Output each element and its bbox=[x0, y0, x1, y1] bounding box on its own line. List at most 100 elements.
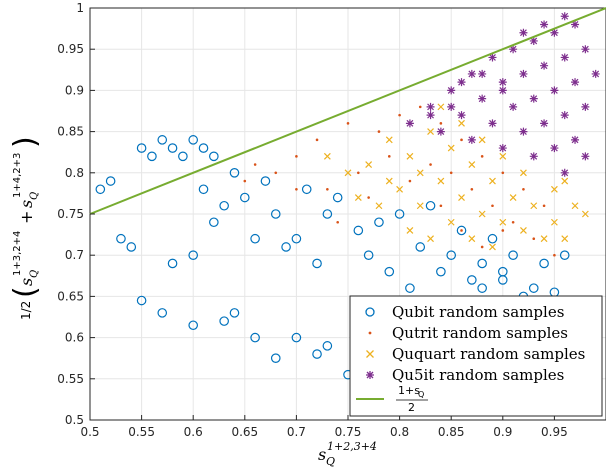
legend-qu5it-label: Qu5it random samples bbox=[392, 366, 564, 384]
legend-qubit-marker bbox=[365, 307, 375, 317]
y-axis-label-close-paren: ) bbox=[8, 136, 43, 148]
qutrit-point bbox=[511, 220, 515, 224]
qubit-point bbox=[353, 225, 364, 236]
x-tick-label: 0.7 bbox=[287, 425, 306, 439]
qubit-point bbox=[446, 250, 456, 260]
qubit-point bbox=[394, 209, 405, 219]
y-tick-label: 1 bbox=[76, 1, 84, 15]
ququart-point bbox=[447, 218, 455, 226]
y-axis-label-open-paren: ( bbox=[8, 286, 43, 298]
qu5it-point bbox=[488, 119, 497, 128]
qu5it-point bbox=[550, 86, 559, 95]
legend-item-qubit: Qubit random samples bbox=[365, 303, 564, 321]
x-tick-label: 0.75 bbox=[335, 425, 362, 439]
ququart-point bbox=[375, 202, 383, 210]
ququart-point bbox=[468, 235, 476, 243]
ququart-point bbox=[437, 103, 445, 111]
qu5it-point bbox=[581, 45, 590, 54]
qutrit-point bbox=[522, 187, 525, 191]
qubit-point bbox=[384, 266, 395, 277]
qubit-point bbox=[270, 353, 281, 363]
qu5it-point bbox=[550, 28, 559, 37]
qu5it-point bbox=[560, 168, 569, 177]
x-tick-label: 0.9 bbox=[493, 425, 512, 439]
qu5it-point bbox=[436, 127, 445, 136]
ququart-point bbox=[437, 177, 445, 185]
series-1 bbox=[243, 105, 556, 257]
ququart-point bbox=[323, 152, 331, 160]
qu5it-point bbox=[478, 94, 487, 103]
qu5it-point bbox=[467, 69, 476, 78]
qutrit-point bbox=[532, 237, 536, 241]
qu5it-point bbox=[498, 78, 507, 87]
qu5it-point bbox=[447, 86, 456, 95]
ququart-point bbox=[550, 218, 558, 226]
y-tick-label: 0.55 bbox=[57, 372, 84, 386]
qubit-point bbox=[270, 209, 281, 219]
qubit-point bbox=[508, 250, 518, 260]
legend-line-denominator: 2 bbox=[408, 401, 415, 414]
ququart-point bbox=[416, 202, 424, 210]
qutrit-point bbox=[480, 245, 484, 249]
ququart-point bbox=[540, 235, 548, 243]
qu5it-point bbox=[581, 102, 590, 111]
y-tick-label: 0.7 bbox=[65, 248, 84, 262]
qutrit-point bbox=[480, 155, 484, 158]
qubit-point bbox=[188, 320, 198, 331]
qutrit-point bbox=[398, 113, 401, 117]
ququart-point bbox=[406, 227, 414, 234]
qubit-point bbox=[95, 184, 106, 195]
legend-item-qutrit: Qutrit random samples bbox=[368, 324, 568, 342]
qu5it-point bbox=[560, 12, 569, 21]
qu5it-point bbox=[405, 119, 414, 128]
qutrit-point bbox=[501, 229, 505, 232]
ququart-point bbox=[406, 152, 414, 160]
legend-qutrit-marker bbox=[368, 331, 372, 335]
y-axis-label-plus: + bbox=[17, 211, 36, 224]
legend-qutrit-label: Qutrit random samples bbox=[392, 324, 568, 342]
qubit-point bbox=[260, 176, 271, 186]
ququart-point bbox=[416, 169, 424, 177]
y-axis-label-term2-base: s bbox=[17, 200, 36, 208]
qu5it-point bbox=[529, 94, 538, 103]
qu5it-point bbox=[426, 111, 435, 120]
qubit-point bbox=[250, 332, 260, 343]
ququart-point bbox=[509, 194, 517, 201]
y-axis-label-fraction: 1/2 bbox=[19, 301, 33, 320]
qutrit-point bbox=[346, 122, 350, 125]
ququart-point bbox=[344, 169, 352, 177]
qutrit-point bbox=[470, 187, 474, 191]
qu5it-point bbox=[560, 111, 569, 120]
qubit-point bbox=[240, 192, 250, 203]
qubit-point bbox=[126, 242, 137, 252]
axis-ticks: 0.5 0.55 0.6 0.65 0.7 0.75 0.8 0.85 0.9 0.95 0.5 0.… bbox=[57, 1, 567, 439]
qutrit-point bbox=[326, 187, 329, 191]
qubit-point bbox=[209, 151, 219, 162]
y-tick-label: 0.9 bbox=[65, 83, 84, 97]
legend-qubit-label: Qubit random samples bbox=[392, 303, 564, 321]
qubit-point bbox=[528, 283, 539, 293]
qutrit-point bbox=[253, 163, 257, 166]
qutrit-point bbox=[439, 122, 443, 125]
legend-ququart-label: Ququart random samples bbox=[392, 345, 585, 363]
qutrit-point bbox=[460, 229, 463, 232]
ququart-point bbox=[427, 128, 434, 136]
y-tick-label: 0.5 bbox=[65, 413, 84, 427]
qubit-point bbox=[178, 151, 188, 162]
y-axis-label-term2-sup: 1+4,2+3 bbox=[12, 153, 23, 198]
qubit-point bbox=[105, 176, 116, 186]
legend-item-reference-line: 1+s Q 2 bbox=[356, 384, 428, 414]
reference-line bbox=[89, 7, 606, 215]
ququart-point bbox=[396, 185, 404, 193]
qu5it-point bbox=[519, 69, 528, 78]
x-axis-label: s Q 1+2,3+4 bbox=[318, 440, 377, 468]
qu5it-point bbox=[591, 69, 600, 78]
qu5it-point bbox=[540, 119, 549, 128]
qubit-point bbox=[188, 250, 198, 260]
ququart-point bbox=[385, 177, 393, 185]
qu5it-point bbox=[519, 28, 528, 37]
qutrit-point bbox=[315, 138, 319, 142]
qu5it-point bbox=[529, 152, 538, 161]
ququart-point bbox=[478, 136, 486, 144]
